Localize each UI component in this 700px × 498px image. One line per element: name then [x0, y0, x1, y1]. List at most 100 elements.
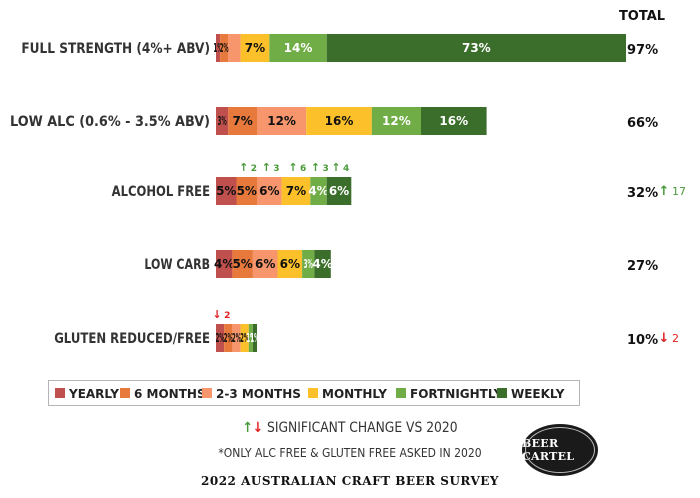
legend-swatch: [202, 388, 212, 398]
data-label: 12%: [267, 114, 296, 128]
segment-change-value: 2: [251, 164, 257, 174]
total-value: 97%: [627, 43, 658, 58]
legend-label: FORTNIGHTLY: [410, 387, 503, 401]
bar-segment: [240, 34, 270, 62]
bar-segment: [224, 324, 233, 352]
bar-segment: [306, 107, 372, 135]
legend-label: 2-3 MONTHS: [216, 387, 301, 401]
bar-segment: [302, 250, 315, 278]
total-value: 27%: [627, 259, 658, 274]
up-arrow-icon: ↑: [242, 420, 253, 436]
bar-segment: [232, 250, 253, 278]
total-header: TOTAL: [619, 9, 665, 24]
bar-segment: [216, 324, 225, 352]
data-label: 14%: [284, 41, 313, 55]
legend-label: YEARLY: [68, 387, 119, 401]
legend-swatch: [396, 388, 406, 398]
bar-segment: [277, 250, 303, 278]
legend-swatch: [497, 388, 507, 398]
bar-segment: [216, 250, 233, 278]
data-label: 7%: [286, 184, 306, 198]
bar-segment: [257, 177, 282, 205]
total-change-value: 2: [672, 332, 679, 345]
data-label: 12%: [382, 114, 411, 128]
legend: [48, 380, 580, 406]
bar-segment: [220, 34, 229, 62]
segment-change-value: 2: [224, 311, 230, 321]
bar-segment: [236, 177, 257, 205]
segment-change-value: 4: [343, 164, 349, 174]
bar-segment: [228, 34, 241, 62]
up-change-arrow-icon: ↑: [262, 161, 271, 174]
legend-label: WEEKLY: [511, 387, 565, 401]
up-change-arrow-icon: ↑: [239, 161, 248, 174]
total-value: 10%: [627, 333, 658, 348]
data-label: 16%: [325, 114, 354, 128]
total-value: 32%: [627, 186, 658, 201]
legend-label: 6 MONTHS: [134, 387, 206, 401]
bar-segment: [252, 324, 257, 352]
legend-label: MONTHLY: [322, 387, 387, 401]
bar-segment: [216, 34, 221, 62]
significance-note: ↑↓ SIGNIFICANT CHANGE VS 2020: [42, 420, 658, 436]
up-change-arrow-icon: ↑: [331, 161, 340, 174]
category-label: GLUTEN REDUCED/FREE: [54, 331, 210, 347]
legend-swatch: [55, 388, 65, 398]
data-label: 7%: [245, 41, 265, 55]
data-label: 4%: [214, 257, 234, 271]
data-label: 5%: [216, 184, 236, 198]
data-label: 2%: [232, 331, 241, 345]
bar-segment: [248, 324, 253, 352]
data-label: 4%: [312, 257, 332, 271]
data-label: 2%: [224, 331, 233, 345]
bar-segment: [281, 177, 311, 205]
down-arrow-icon: ↓: [252, 420, 264, 436]
bar-segment: [257, 107, 307, 135]
category-label: LOW ALC (0.6% - 3.5% ABV): [10, 114, 210, 130]
bar-segment: [326, 177, 352, 205]
segment-change-value: 3: [323, 164, 329, 174]
data-label: 2%: [240, 331, 249, 345]
data-label: 1%: [214, 41, 223, 55]
data-label: 6%: [259, 184, 279, 198]
data-label: 1%: [250, 331, 259, 345]
bar-segment: [240, 324, 249, 352]
bar-segment: [310, 177, 327, 205]
category-label: ALCOHOL FREE: [112, 184, 210, 200]
data-label: 5%: [237, 184, 257, 198]
bar-segment: [216, 177, 237, 205]
down-change-arrow-icon: ↓: [212, 308, 221, 321]
bar-segment: [228, 107, 257, 135]
beer-cartel-logo: BEER CARTEL: [522, 424, 598, 476]
bar-segment: [314, 250, 331, 278]
up-total-arrow-icon: ↑: [659, 184, 670, 199]
bar-segment: [371, 107, 421, 135]
data-label: 7%: [232, 114, 252, 128]
significance-label: SIGNIFICANT CHANGE VS 2020: [267, 420, 458, 436]
segment-change-value: 6: [300, 164, 306, 174]
data-label: 73%: [462, 41, 491, 55]
bar-segment: [232, 324, 241, 352]
bar-segment: [421, 107, 487, 135]
data-label: 6%: [255, 257, 275, 271]
data-label: 6%: [329, 184, 349, 198]
data-label: 1%: [246, 331, 255, 345]
category-label: FULL STRENGTH (4%+ ABV): [21, 41, 210, 57]
bar-segment: [252, 250, 278, 278]
asked-in-2020-note: *ONLY ALC FREE & GLUTEN FREE ASKED IN 20…: [218, 446, 482, 460]
up-change-arrow-icon: ↑: [311, 161, 320, 174]
bar-segment: [326, 34, 626, 62]
category-label: LOW CARB: [144, 257, 210, 273]
data-label: 5%: [232, 257, 252, 271]
total-value: 66%: [627, 116, 658, 131]
total-change-value: 17: [672, 185, 686, 198]
data-label: 16%: [439, 114, 468, 128]
data-label: 2%: [216, 331, 225, 345]
data-label: 3%: [304, 257, 313, 271]
up-change-arrow-icon: ↑: [288, 161, 297, 174]
legend-swatch: [120, 388, 130, 398]
down-total-arrow-icon: ↓: [659, 331, 670, 346]
data-label: 6%: [280, 257, 300, 271]
segment-change-value: 3: [273, 164, 279, 174]
